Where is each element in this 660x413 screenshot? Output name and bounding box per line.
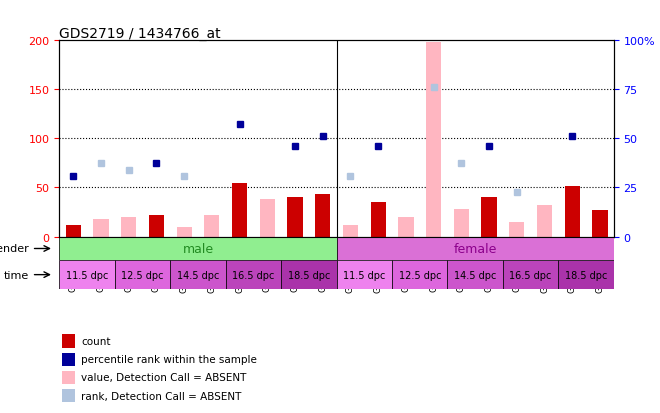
Bar xyxy=(62,335,75,348)
Text: 12.5 dpc: 12.5 dpc xyxy=(121,270,164,280)
Bar xyxy=(259,200,275,237)
Bar xyxy=(121,217,137,237)
Bar xyxy=(287,198,303,237)
Bar xyxy=(176,227,192,237)
Bar xyxy=(453,209,469,237)
Text: female: female xyxy=(453,242,497,255)
Bar xyxy=(447,261,503,289)
Text: 16.5 dpc: 16.5 dpc xyxy=(510,270,552,280)
Text: time: time xyxy=(4,270,29,280)
Bar xyxy=(426,43,442,237)
Bar xyxy=(509,222,525,237)
Text: 14.5 dpc: 14.5 dpc xyxy=(454,270,496,280)
Bar xyxy=(398,217,414,237)
Bar xyxy=(558,261,614,289)
Bar xyxy=(232,183,248,237)
Text: value, Detection Call = ABSENT: value, Detection Call = ABSENT xyxy=(81,373,247,382)
Text: 14.5 dpc: 14.5 dpc xyxy=(177,270,219,280)
Text: male: male xyxy=(182,242,214,255)
Bar xyxy=(93,219,109,237)
Bar xyxy=(481,198,497,237)
Bar xyxy=(337,261,392,289)
Bar xyxy=(62,389,75,402)
Bar xyxy=(564,186,580,237)
Bar xyxy=(62,353,75,366)
Text: GDS2719 / 1434766_at: GDS2719 / 1434766_at xyxy=(59,27,221,41)
Text: count: count xyxy=(81,336,111,346)
Bar xyxy=(59,237,337,261)
Text: percentile rank within the sample: percentile rank within the sample xyxy=(81,354,257,364)
Text: rank, Detection Call = ABSENT: rank, Detection Call = ABSENT xyxy=(81,391,242,401)
Text: 18.5 dpc: 18.5 dpc xyxy=(565,270,607,280)
Text: gender: gender xyxy=(0,244,29,254)
Bar xyxy=(226,261,281,289)
Text: 18.5 dpc: 18.5 dpc xyxy=(288,270,330,280)
Bar xyxy=(65,225,81,237)
Bar xyxy=(59,261,115,289)
Bar xyxy=(170,261,226,289)
Bar xyxy=(281,261,337,289)
Bar xyxy=(503,261,558,289)
Text: 11.5 dpc: 11.5 dpc xyxy=(343,270,385,280)
Bar xyxy=(537,206,552,237)
Text: 16.5 dpc: 16.5 dpc xyxy=(232,270,275,280)
Bar xyxy=(337,237,614,261)
Bar xyxy=(115,261,170,289)
Bar xyxy=(315,195,331,237)
Bar xyxy=(204,216,220,237)
Bar xyxy=(370,203,386,237)
Bar xyxy=(62,371,75,384)
Bar xyxy=(343,225,358,237)
Bar xyxy=(392,261,447,289)
Text: 11.5 dpc: 11.5 dpc xyxy=(66,270,108,280)
Text: 12.5 dpc: 12.5 dpc xyxy=(399,270,441,280)
Bar xyxy=(592,211,608,237)
Bar xyxy=(148,216,164,237)
